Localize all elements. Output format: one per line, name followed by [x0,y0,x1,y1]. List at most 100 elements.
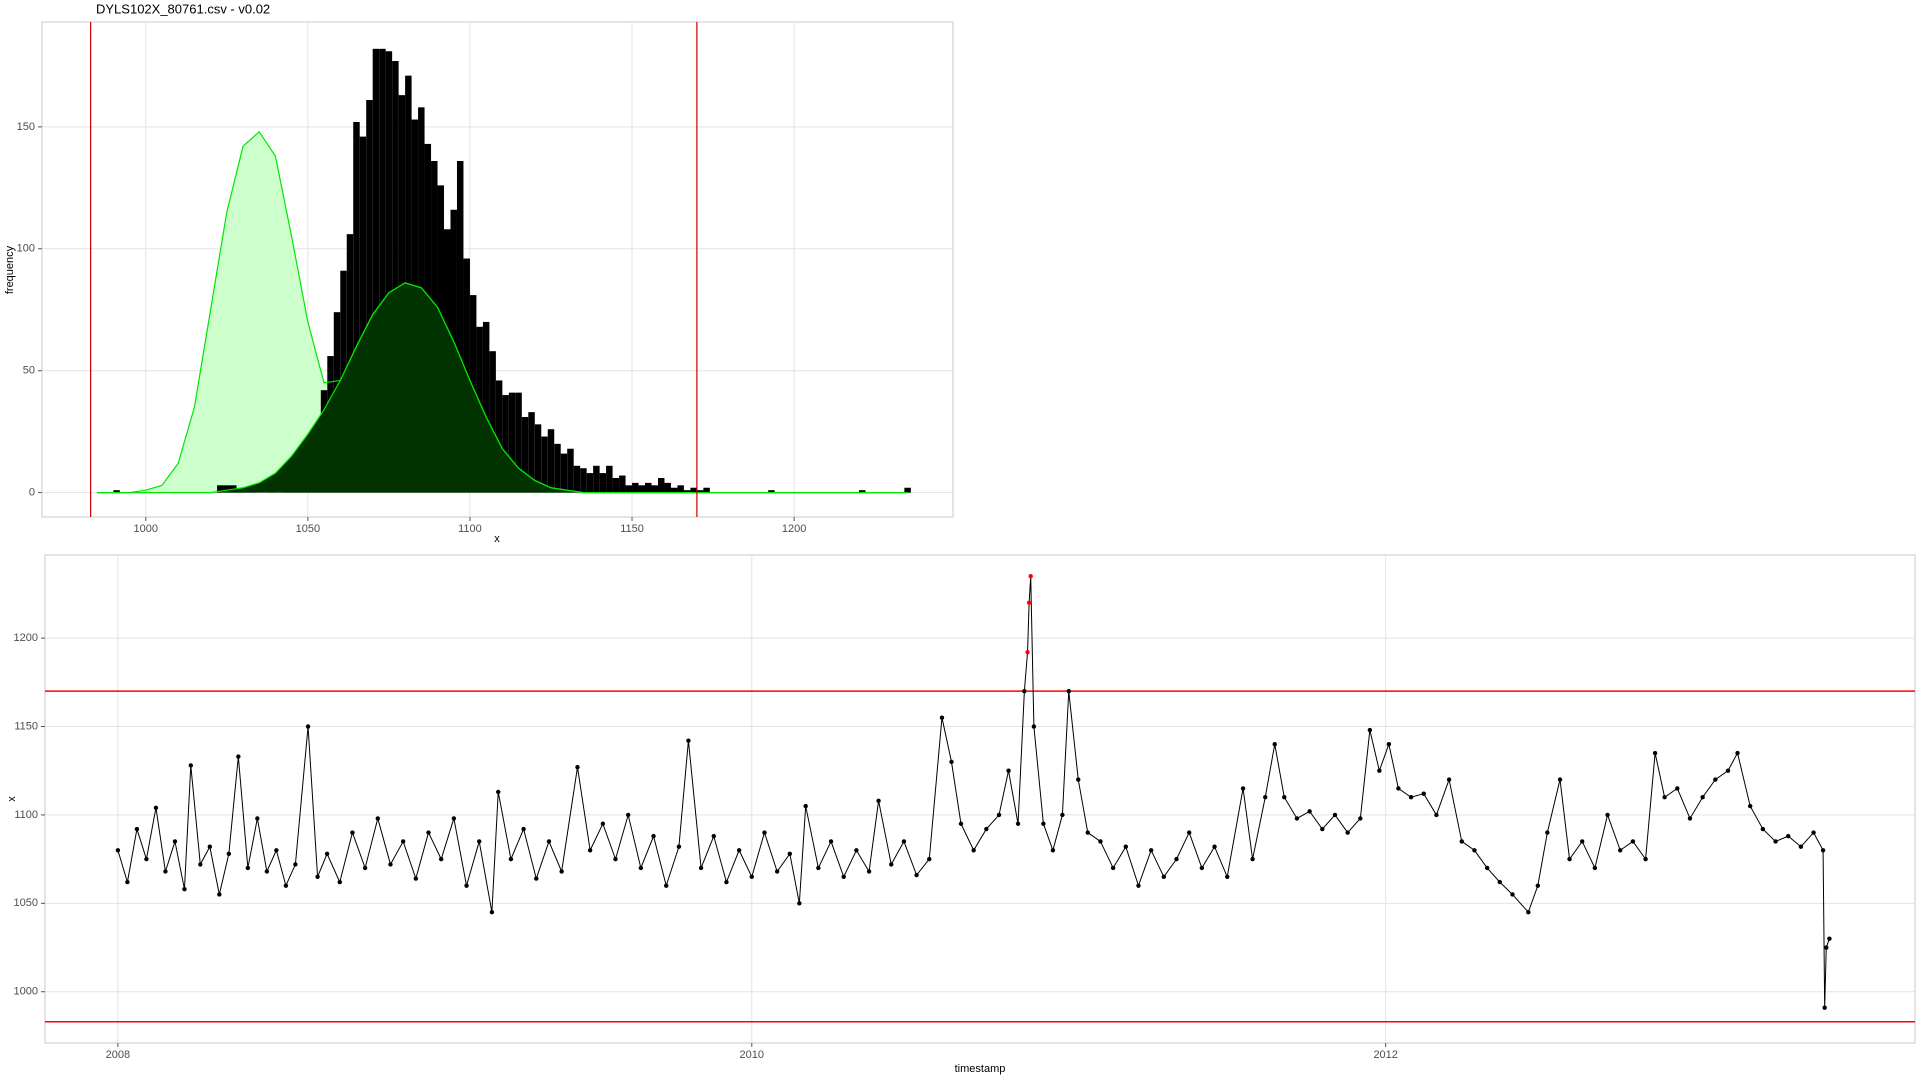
bar [683,490,691,493]
point [1557,777,1563,782]
point [939,715,945,720]
point [971,848,976,853]
bar [573,465,581,493]
point [1110,865,1116,871]
x-tick-label: 2010 [740,1049,764,1061]
point [1041,821,1046,826]
bar [638,485,646,493]
point [1535,883,1541,888]
bar [625,485,633,493]
point [1358,816,1363,821]
bar [599,473,607,493]
bar [528,412,535,493]
point [1618,848,1623,853]
point [1320,826,1325,832]
point [1824,945,1829,950]
point [1484,865,1490,871]
point [1786,833,1791,839]
point [600,821,606,826]
point [274,848,279,853]
point [736,848,742,853]
point [1006,768,1011,773]
point [1028,574,1033,579]
point [1345,830,1350,835]
point [1263,795,1268,800]
point [1700,795,1705,800]
point [1294,816,1300,821]
bar [495,380,503,493]
point [125,879,130,885]
point [1675,786,1680,791]
point [1526,909,1531,915]
point [575,764,580,770]
point [1282,795,1287,800]
x-tick-label: 2012 [1373,1049,1397,1061]
bar [670,487,678,493]
point [1798,844,1804,849]
point [828,839,834,844]
y-tick-label: 1100 [14,809,38,821]
point [1687,816,1693,821]
point [163,869,168,874]
point [188,763,193,768]
bar [489,351,496,493]
point [1225,874,1230,879]
point [1396,786,1401,791]
point [1307,809,1312,814]
point [698,865,704,871]
point [797,901,802,906]
point [1580,839,1585,844]
point [711,833,716,839]
bar [657,477,665,493]
point [914,872,919,878]
point [464,883,469,888]
chart-title: DYLS102X_80761.csv - v0.02 [96,1,270,16]
y-axis-label: x [6,796,18,802]
point [293,862,298,867]
bar [502,395,509,493]
x-tick-label: 1150 [620,523,644,535]
point [1174,856,1179,862]
point [1025,650,1030,655]
point [1662,795,1667,800]
bar [554,443,561,493]
bar [366,100,373,493]
point [521,826,526,832]
y-tick-label: 100 [17,243,35,255]
point [724,879,729,885]
point [207,844,213,849]
point [1066,688,1071,694]
y-tick-label: 1050 [14,897,38,909]
bar [664,482,671,493]
bar [547,429,555,493]
point [1472,848,1477,853]
ts-panel [44,554,1916,1044]
point [1773,839,1778,844]
y-tick-label: 1000 [14,986,38,998]
point [638,865,644,871]
point [172,839,178,844]
bar [359,136,367,493]
point [477,839,482,844]
point [1434,812,1439,818]
point [1367,727,1373,733]
point [315,874,320,879]
point [803,803,808,809]
point [1076,777,1081,782]
density-area [97,131,908,493]
point [388,862,393,867]
point [1240,786,1246,791]
point [1820,848,1826,853]
point [774,869,780,874]
point [749,874,754,879]
x-tick-label: 1050 [296,523,320,535]
point [198,862,203,867]
bar [904,487,911,493]
point [1510,892,1515,897]
bar [482,321,490,493]
point [426,830,431,835]
density-line [97,282,908,494]
point [1643,856,1648,862]
point [144,856,149,862]
point [1199,865,1205,871]
